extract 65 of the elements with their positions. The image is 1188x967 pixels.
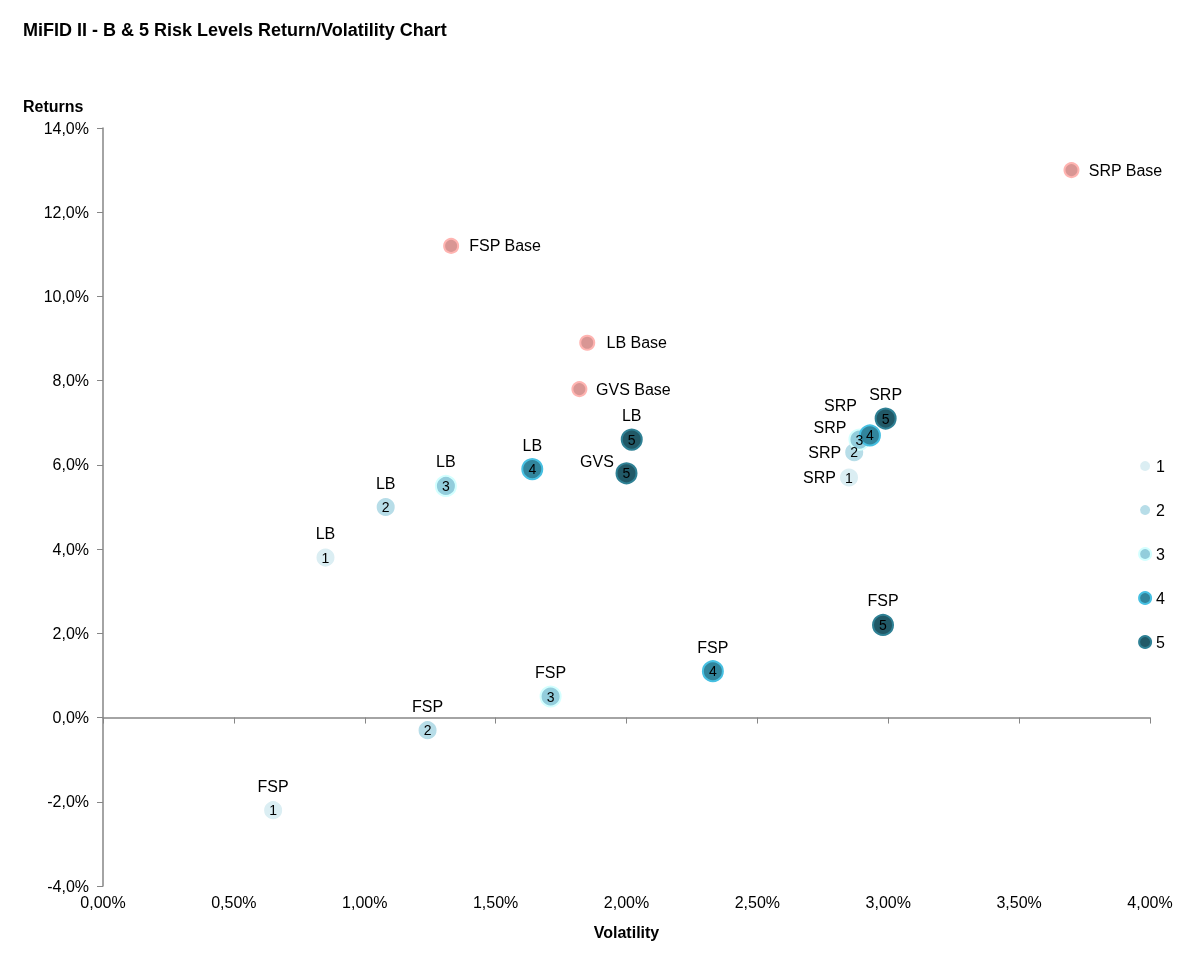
data-label: LB <box>621 407 642 425</box>
data-label: FSP <box>867 592 899 610</box>
point <box>571 381 588 398</box>
data-label: FSP <box>697 638 729 656</box>
data-label: FSP Base <box>469 237 542 255</box>
data-label: LB <box>522 436 543 454</box>
y-tick-label: 4,0% <box>52 540 89 558</box>
data-label: FSP <box>257 777 289 795</box>
data-label: SRP <box>813 419 847 437</box>
chart-title: MiFID II - B & 5 Risk Levels Return/Volatility Chart <box>23 20 447 40</box>
data-label: LB <box>375 474 396 492</box>
data-label: FSP <box>535 664 567 681</box>
text: 3 <box>546 688 555 705</box>
x-tick-label: 0,00% <box>80 893 126 911</box>
x-tick-label: 2,00% <box>603 893 650 911</box>
point <box>1063 162 1080 179</box>
point <box>443 237 460 254</box>
data-label: GVS <box>580 452 614 470</box>
text: 1 <box>269 802 278 819</box>
y-axis-title: Returns <box>23 97 84 115</box>
y-tick-label: 2,0% <box>52 624 89 642</box>
text: 1 <box>321 549 330 566</box>
data-label: GVS Base <box>596 380 671 398</box>
legend-label: 3 <box>1156 545 1166 563</box>
data-label: LB <box>436 453 456 471</box>
x-tick-label: 3,50% <box>996 893 1042 911</box>
y-tick-label: -2,0% <box>47 793 89 811</box>
legend-label: 5 <box>1156 633 1166 651</box>
x-tick-label: 2,50% <box>734 893 781 911</box>
data-label: FSP <box>412 697 444 715</box>
data-label: SRP Base <box>1088 161 1163 179</box>
text: 5 <box>881 410 890 427</box>
legend-label: 1 <box>1156 457 1166 475</box>
point <box>579 334 596 351</box>
x-tick-label: 1,00% <box>342 893 388 911</box>
y-tick-label: 14,0% <box>43 119 89 137</box>
data-label: LB <box>315 525 336 543</box>
y-tick-label: 0,0% <box>52 709 89 727</box>
text: 2 <box>381 499 390 515</box>
x-tick-label: 4,00% <box>1127 893 1173 911</box>
x-tick-label: 0,50% <box>211 893 257 911</box>
legend-label: 4 <box>1156 589 1166 607</box>
text: 4 <box>528 461 537 478</box>
text: 3 <box>441 477 450 494</box>
data-label: SRP <box>803 469 836 487</box>
text: 4 <box>866 427 874 444</box>
text: 5 <box>879 616 887 633</box>
text: 4 <box>708 663 717 680</box>
x-tick-label: 1,50% <box>472 893 519 911</box>
data-label: SRP <box>808 443 842 461</box>
text: 1 <box>845 469 853 486</box>
x-axis-title: Volatility <box>593 923 660 941</box>
data-label: SRP <box>869 386 903 404</box>
legend-label: 2 <box>1156 501 1166 519</box>
x-tick-label: 3,00% <box>865 893 911 911</box>
y-tick-label: 6,0% <box>52 456 89 474</box>
y-tick-label: -4,0% <box>47 877 89 895</box>
text: 5 <box>622 465 631 482</box>
y-tick-label: 10,0% <box>43 287 89 305</box>
text: 2 <box>423 722 432 739</box>
data-label: LB Base <box>606 334 668 352</box>
text: 5 <box>627 431 636 448</box>
y-tick-label: 12,0% <box>43 203 89 221</box>
y-tick-label: 8,0% <box>52 372 89 390</box>
data-label: SRP <box>823 396 857 414</box>
